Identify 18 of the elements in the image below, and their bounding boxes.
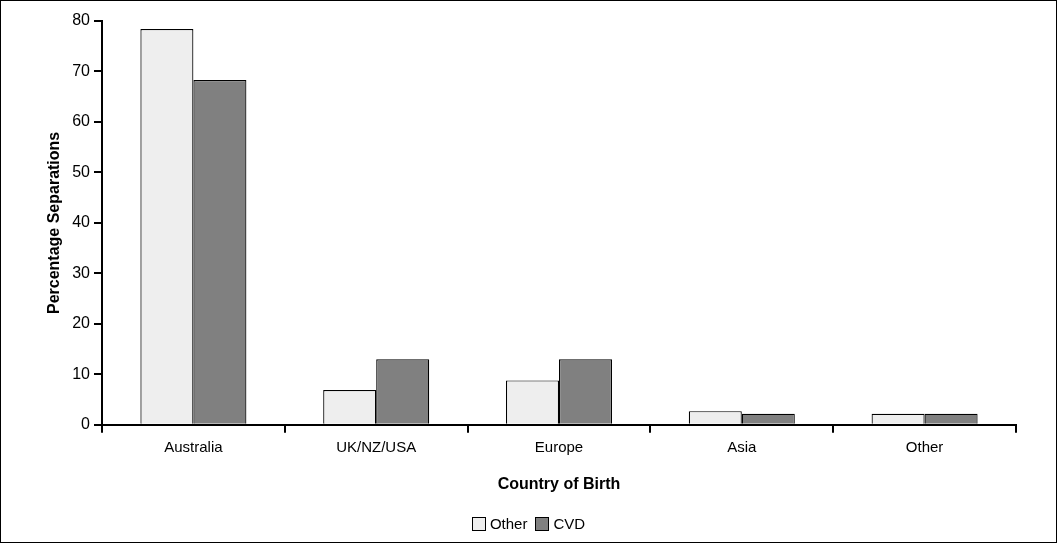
y-tick-label: 20 (72, 314, 91, 332)
y-tick-label: 80 (72, 11, 91, 29)
y-tick-label: 10 (72, 364, 91, 382)
y-tick-label: 60 (72, 112, 91, 130)
x-tick-label: Europe (534, 437, 584, 455)
y-tick-label: 0 (81, 415, 91, 433)
y-tick-label: 70 (72, 61, 91, 79)
x-tick-label: Other (905, 437, 944, 455)
legend-label: Other (489, 515, 528, 532)
y-axis-title: Percentage Separations (45, 131, 63, 315)
y-tick-label: 40 (72, 213, 91, 231)
y-tick-label: 50 (72, 162, 91, 180)
x-tick-label: Asia (727, 437, 758, 455)
x-tick-label: UK/NZ/USA (336, 437, 417, 455)
legend-label: CVD (553, 515, 586, 532)
x-axis-title: Country of Birth (497, 474, 621, 492)
y-tick-label: 30 (72, 263, 91, 281)
x-tick-label: Australia (164, 437, 224, 455)
